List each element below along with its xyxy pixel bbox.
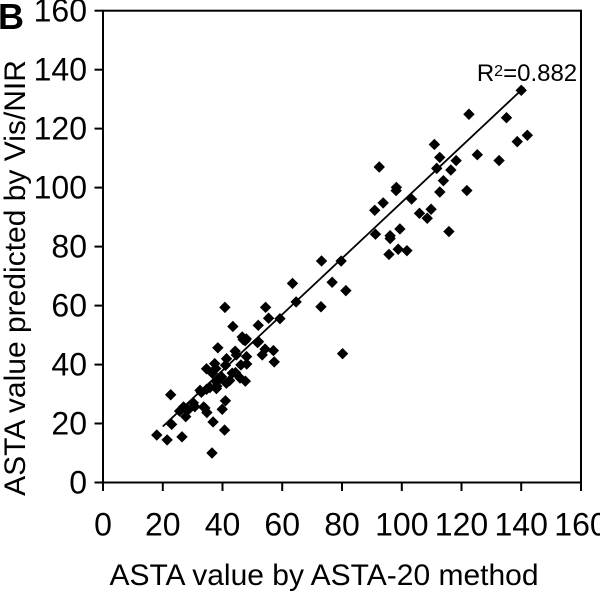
svg-text:ASTA value predicted by Vis/NI: ASTA value predicted by Vis/NIR (0, 60, 32, 496)
svg-text:120: 120 (435, 507, 488, 543)
svg-text:60: 60 (264, 507, 300, 543)
svg-text:140: 140 (34, 52, 87, 88)
svg-text:B: B (0, 0, 24, 37)
svg-text:40: 40 (205, 507, 241, 543)
svg-text:160: 160 (34, 0, 87, 29)
svg-text:160: 160 (554, 507, 600, 543)
svg-text:20: 20 (51, 406, 87, 442)
svg-text:140: 140 (495, 507, 548, 543)
svg-text:100: 100 (375, 507, 428, 543)
svg-text:0: 0 (69, 465, 87, 501)
svg-text:20: 20 (145, 507, 181, 543)
svg-text:40: 40 (51, 347, 87, 383)
svg-text:0: 0 (94, 507, 112, 543)
svg-text:100: 100 (34, 170, 87, 206)
svg-text:80: 80 (51, 229, 87, 265)
svg-text:120: 120 (34, 111, 87, 147)
svg-text:ASTA value by ASTA-20 method: ASTA value by ASTA-20 method (109, 559, 538, 592)
svg-text:R2=0.882: R2=0.882 (477, 60, 577, 87)
svg-text:60: 60 (51, 288, 87, 324)
svg-text:80: 80 (324, 507, 360, 543)
